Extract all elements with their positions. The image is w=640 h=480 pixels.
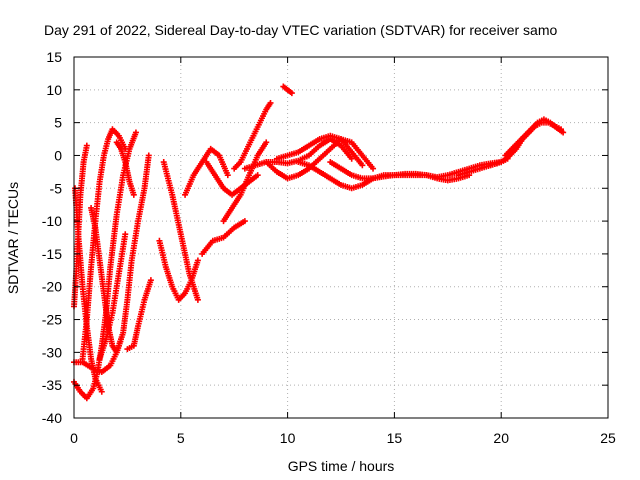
data-point — [124, 346, 131, 353]
data-point — [224, 172, 231, 179]
data-point — [254, 172, 261, 179]
y-tick-label: -35 — [42, 377, 62, 393]
plot-frame — [73, 56, 609, 419]
y-tick-label: -10 — [42, 213, 62, 229]
y-tick-label: 10 — [46, 82, 62, 98]
series-arc-l — [182, 145, 231, 198]
data-point — [348, 155, 355, 162]
series-arc-h — [71, 152, 152, 376]
x-tick-label: 10 — [280, 430, 296, 446]
y-tick-label: -15 — [42, 246, 62, 262]
y-tick-label: 0 — [54, 147, 62, 163]
data-point — [132, 129, 139, 136]
x-tick-label: 15 — [387, 430, 403, 446]
data-point — [194, 257, 201, 264]
x-tick-label: 25 — [600, 430, 616, 446]
grid — [74, 57, 608, 418]
data-point — [241, 218, 248, 225]
x-axis-label: GPS time / hours — [288, 458, 395, 474]
x-tick-label: 5 — [177, 430, 185, 446]
y-axis-label: SDTVAR / TECUs — [5, 182, 21, 294]
y-tick-label: -30 — [42, 344, 62, 360]
series-arc-m — [199, 218, 248, 257]
y-tick-label: -40 — [42, 410, 62, 426]
data-point — [359, 162, 366, 169]
series-arc-i — [124, 277, 154, 353]
data-point — [560, 129, 567, 136]
data-points — [71, 83, 567, 402]
data-point — [370, 165, 377, 172]
data-point — [122, 231, 129, 238]
series-arc-y — [455, 155, 511, 179]
y-tick-label: 15 — [46, 49, 62, 65]
y-tick-label: -5 — [50, 180, 63, 196]
series-arc-g — [113, 139, 137, 198]
series-arc-f — [96, 231, 129, 362]
data-point — [263, 139, 270, 146]
series-arc-q — [280, 83, 295, 97]
axis-ticks — [73, 56, 609, 419]
y-tick-label: -25 — [42, 312, 62, 328]
series-arc-t — [273, 132, 366, 169]
y-tick-label: 5 — [54, 115, 62, 131]
data-point — [504, 155, 511, 162]
series-arc-p — [231, 99, 274, 172]
data-point — [83, 142, 90, 149]
chart-title: Day 291 of 2022, Sidereal Day-to-day VTE… — [44, 22, 557, 38]
y-tick-label: -20 — [42, 279, 62, 295]
data-point — [288, 90, 295, 97]
data-point — [194, 296, 201, 303]
data-point — [130, 191, 137, 198]
x-tick-label: 20 — [493, 430, 509, 446]
series-arc-k — [156, 237, 201, 303]
data-point — [267, 99, 274, 106]
x-tick-label: 0 — [70, 430, 78, 446]
series-arc-d — [79, 126, 129, 362]
data-point — [98, 388, 105, 395]
tick-labels: 0 5 10 15 20 25 15 10 5 0 -5 -10 -15 -20 -25 -30 -35 -40 — [42, 49, 616, 446]
